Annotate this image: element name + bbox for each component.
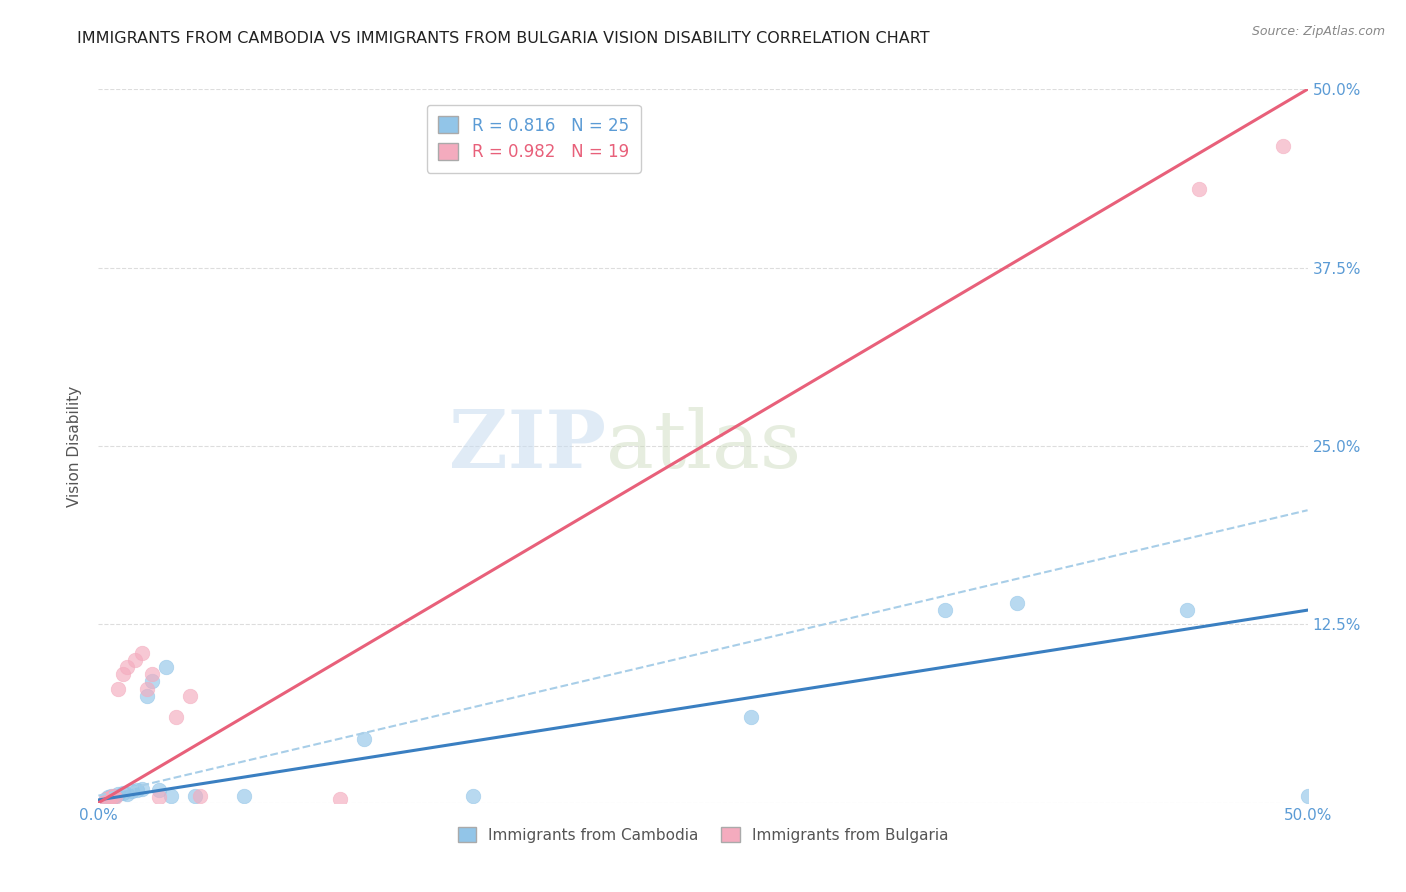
Text: ZIP: ZIP: [450, 407, 606, 485]
Text: Source: ZipAtlas.com: Source: ZipAtlas.com: [1251, 25, 1385, 38]
Point: [131, 646, 153, 660]
Point: [353, 731, 375, 746]
Point: [934, 603, 956, 617]
Point: [121, 784, 143, 798]
Point: [94, 791, 117, 805]
Point: [232, 789, 254, 803]
Point: [184, 789, 207, 803]
Point: [97, 791, 120, 805]
Point: [463, 789, 485, 803]
Point: [148, 790, 170, 805]
Point: [740, 710, 762, 724]
Point: [111, 786, 134, 800]
Point: [100, 789, 122, 803]
Point: [104, 790, 127, 805]
Point: [141, 667, 163, 681]
Point: [1296, 789, 1319, 803]
Point: [1188, 182, 1211, 196]
Point: [100, 790, 122, 805]
Point: [97, 790, 120, 805]
Y-axis label: Vision Disability: Vision Disability: [67, 385, 83, 507]
Point: [127, 783, 149, 797]
Point: [131, 781, 153, 796]
Point: [117, 787, 139, 801]
Point: [117, 660, 139, 674]
Point: [107, 787, 129, 801]
Point: [155, 660, 177, 674]
Point: [1272, 139, 1295, 153]
Point: [135, 689, 157, 703]
Point: [101, 789, 124, 803]
Point: [165, 710, 187, 724]
Point: [94, 791, 117, 805]
Point: [135, 681, 157, 696]
Point: [111, 667, 134, 681]
Point: [124, 653, 146, 667]
Text: IMMIGRANTS FROM CAMBODIA VS IMMIGRANTS FROM BULGARIA VISION DISABILITY CORRELATI: IMMIGRANTS FROM CAMBODIA VS IMMIGRANTS F…: [77, 31, 929, 46]
Point: [148, 783, 170, 797]
Point: [141, 674, 163, 689]
Point: [179, 689, 201, 703]
Point: [1175, 603, 1198, 617]
Text: atlas: atlas: [606, 407, 801, 485]
Point: [160, 789, 183, 803]
Legend: Immigrants from Cambodia, Immigrants from Bulgaria: Immigrants from Cambodia, Immigrants fro…: [451, 821, 955, 848]
Point: [101, 790, 124, 805]
Point: [1007, 596, 1029, 610]
Point: [104, 789, 127, 803]
Point: [329, 791, 352, 805]
Point: [188, 789, 211, 803]
Point: [107, 681, 129, 696]
